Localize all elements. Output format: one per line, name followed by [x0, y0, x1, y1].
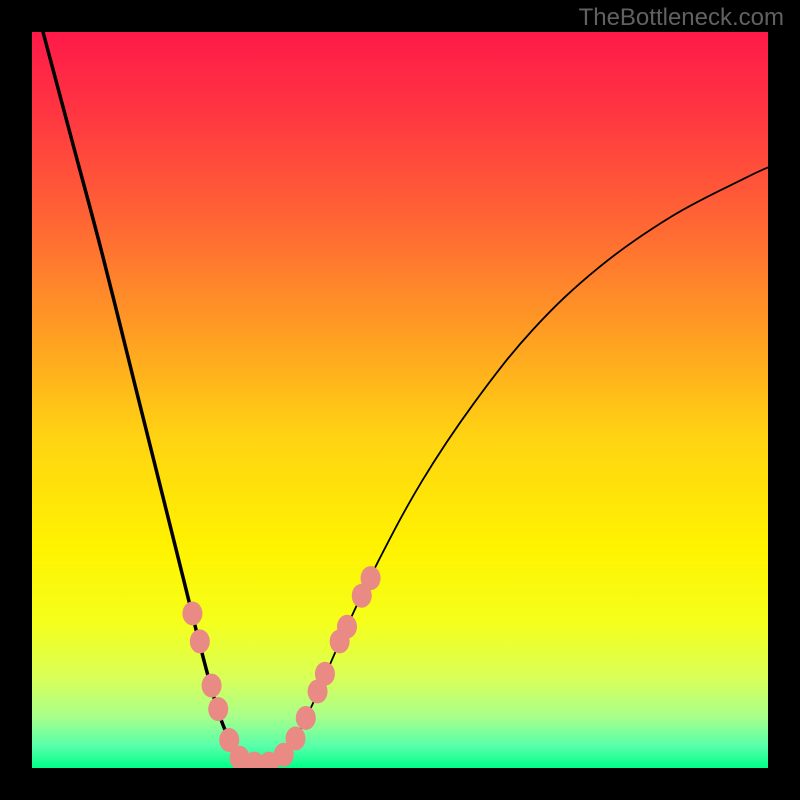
marker-dot [182, 601, 202, 625]
chart-stage: TheBottleneck.com [0, 0, 800, 800]
marker-dot [202, 674, 222, 698]
marker-dot [296, 706, 316, 730]
chart-background [32, 32, 768, 768]
bottleneck-chart [32, 32, 768, 768]
marker-dot [315, 662, 335, 686]
marker-dot [337, 615, 357, 639]
marker-dot [208, 697, 228, 721]
marker-dot [285, 727, 305, 751]
marker-dot [361, 566, 381, 590]
marker-dot [190, 629, 210, 653]
watermark-text: TheBottleneck.com [579, 4, 784, 32]
